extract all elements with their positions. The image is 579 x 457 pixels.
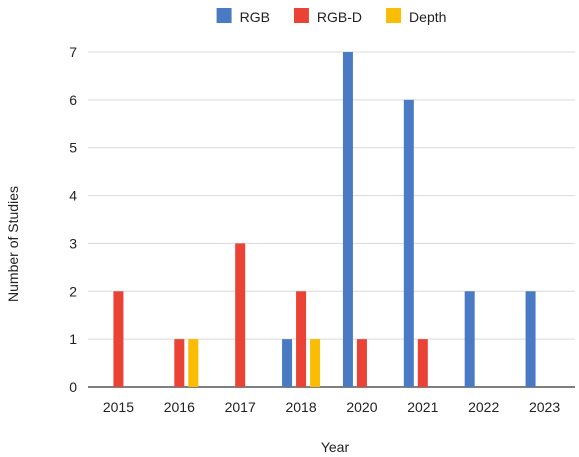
y-tick-label: 0 [69, 379, 77, 395]
legend-label: RGB-D [317, 9, 362, 25]
bar-rgb-d-2015 [113, 291, 124, 387]
legend-swatch [216, 8, 232, 23]
x-axis-title: Year [321, 439, 350, 455]
x-tick-label: 2018 [285, 399, 316, 415]
bar-rgb-2020 [342, 52, 353, 387]
bar-rgb-d-2021 [417, 339, 428, 387]
y-axis-title: Number of Studies [5, 186, 21, 302]
y-tick-label: 4 [69, 188, 77, 204]
legend-label: RGB [240, 9, 270, 25]
bar-rgb-2021 [403, 99, 414, 387]
gridlines [88, 51, 575, 388]
x-tick-label: 2020 [346, 399, 377, 415]
bars [113, 52, 536, 387]
legend-swatch [293, 8, 309, 23]
bar-rgb-d-2020 [356, 339, 367, 387]
y-axis-ticks: 0 1 2 3 4 5 6 7 [69, 44, 77, 395]
x-tick-label: 2023 [529, 399, 560, 415]
bar-depth-2016 [188, 339, 199, 387]
x-tick-label: 2016 [164, 399, 195, 415]
y-tick-label: 5 [69, 140, 77, 156]
legend-item: RGB-D [293, 8, 362, 25]
bar-depth-2018 [310, 339, 321, 387]
legend: RGB RGB-D Depth [216, 8, 446, 25]
bar-rgb-2023 [525, 291, 536, 387]
y-tick-label: 3 [69, 235, 77, 251]
bar-rgb-d-2018 [296, 291, 307, 387]
legend-item: Depth [386, 8, 446, 25]
bar-rgb-2018 [282, 339, 293, 387]
y-tick-label: 1 [69, 331, 77, 347]
y-tick-label: 2 [69, 283, 77, 299]
legend-item: RGB [216, 8, 270, 25]
x-tick-label: 2021 [407, 399, 438, 415]
x-tick-label: 2015 [103, 399, 134, 415]
bar-rgb-2022 [464, 291, 475, 387]
bar-rgb-d-2016 [174, 339, 185, 387]
y-tick-label: 6 [69, 92, 77, 108]
x-axis-ticks: 2015 2016 2017 2018 2020 2021 2022 2023 [103, 399, 560, 415]
x-tick-label: 2022 [468, 399, 499, 415]
legend-label: Depth [409, 9, 446, 25]
bar-rgb-d-2017 [235, 243, 246, 387]
y-tick-label: 7 [69, 44, 77, 60]
legend-swatch [386, 8, 402, 23]
x-tick-label: 2017 [225, 399, 256, 415]
